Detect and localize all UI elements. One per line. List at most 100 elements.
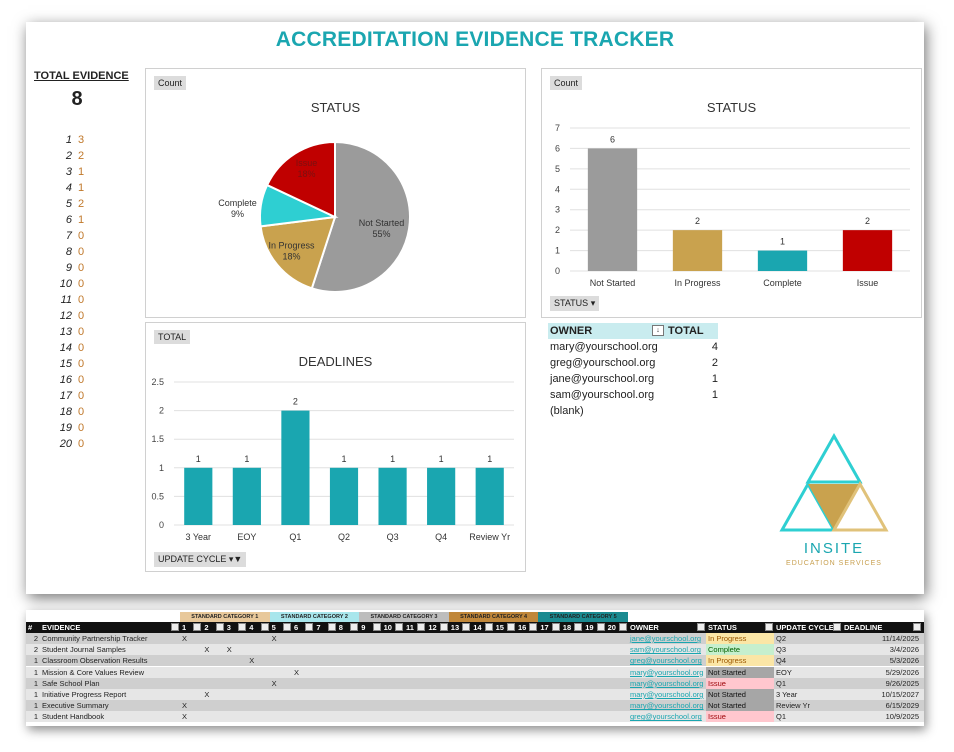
deadline-bar[interactable] [281,410,310,525]
filter-dropdown-icon[interactable] [462,623,471,631]
column-header[interactable]: 4 [247,622,269,633]
filter-dropdown-icon[interactable] [238,623,247,631]
status-filter-button[interactable]: STATUS ▾ [550,296,600,311]
filter-dropdown-icon[interactable] [529,623,538,631]
column-header[interactable]: 8 [337,622,359,633]
column-header[interactable]: 7 [314,622,336,633]
filter-dropdown-icon[interactable] [913,623,921,631]
category-count: 0 [78,358,85,370]
deadline-total-field-button[interactable]: TOTAL [154,330,191,344]
column-header[interactable]: 9 [359,622,381,633]
total-evidence-value: 8 [71,88,83,110]
column-header[interactable]: DEADLINE [842,622,922,633]
category-count: 1 [78,214,85,226]
deadline-bar[interactable] [427,467,456,525]
filter-dropdown-icon[interactable] [484,623,493,631]
deadline-bar[interactable] [378,467,407,525]
filter-dropdown-icon[interactable] [372,623,381,631]
sort-filter-icon[interactable]: ↓ [652,325,664,336]
column-header[interactable]: 16 [516,622,538,633]
column-header-label: # [28,623,33,632]
filter-dropdown-icon[interactable] [833,623,841,631]
bar-count-field-button[interactable]: Count [550,76,583,90]
column-header[interactable]: 20 [606,622,628,633]
filter-dropdown-icon[interactable] [327,623,336,631]
column-header[interactable]: 14 [471,622,493,633]
pie-slice[interactable] [310,140,411,293]
column-header[interactable]: 11 [404,622,426,633]
deadline-bar[interactable] [475,467,504,525]
status-pie-chart[interactable]: Count STATUS Not Started 55% In Progress 18… [145,68,526,318]
column-header[interactable]: # [26,622,40,633]
column-header[interactable]: OWNER [628,622,706,633]
update-cycle-filter-button[interactable]: UPDATE CYCLE ▾▼ [154,552,247,567]
filter-dropdown-icon[interactable] [439,623,448,631]
status-bar-chart[interactable]: Count STATUS 0 1 2 3 4 5 6 7 6 Not Started 2 In Pro… [541,68,922,318]
column-header[interactable]: 5 [270,622,292,633]
column-header[interactable]: UPDATE CYCLE [774,622,842,633]
column-header[interactable]: 18 [561,622,583,633]
category-count-row: 20 0 [56,436,96,452]
deadlines-bar-chart[interactable]: TOTAL DEADLINES 0 0.5 1 1.5 2 2.5 1 3 Year 1 EOY 2… [145,322,526,572]
column-header[interactable]: 17 [538,622,560,633]
filter-dropdown-icon[interactable] [596,623,605,631]
filter-dropdown-icon[interactable] [697,623,705,631]
column-header[interactable]: 3 [225,622,247,633]
filter-dropdown-icon[interactable] [215,623,224,631]
pie-percent-label: 55% [372,229,390,239]
column-header[interactable]: STATUS [706,622,774,633]
column-header[interactable]: 6 [292,622,314,633]
filter-dropdown-icon[interactable] [394,623,403,631]
category-number: 1 [65,134,72,146]
category-count: 1 [78,166,85,178]
y-tick-label: 1 [159,463,164,473]
y-tick-label: 2 [159,406,164,416]
category-count-row: 12 0 [56,308,96,324]
filter-dropdown-icon[interactable] [417,623,426,631]
column-header[interactable]: 10 [382,622,404,633]
category-number: 18 [59,406,72,418]
deadline-bar[interactable] [329,467,359,525]
deadline-bar[interactable] [232,467,261,525]
owner-link: mary@yourschool.org [630,690,704,699]
pie-slice[interactable] [265,140,336,219]
filter-dropdown-icon[interactable] [282,623,291,631]
filter-dropdown-icon[interactable] [765,623,773,631]
status-bar[interactable] [672,230,723,271]
filter-dropdown-icon[interactable] [551,623,560,631]
filter-dropdown-icon[interactable] [171,623,179,631]
filter-dropdown-icon[interactable] [350,623,359,631]
column-header[interactable]: 12 [426,622,448,633]
column-header[interactable]: EVIDENCE [40,622,180,633]
column-header[interactable]: 15 [494,622,516,633]
column-header[interactable]: 13 [449,622,471,633]
column-header[interactable]: 19 [583,622,605,633]
filter-dropdown-icon[interactable] [305,623,314,631]
filter-dropdown-icon[interactable] [260,623,269,631]
filter-dropdown-icon[interactable] [193,623,202,631]
pie-slice[interactable] [259,215,337,290]
status-bar[interactable] [757,250,808,271]
filter-dropdown-icon[interactable] [506,623,515,631]
status-bar[interactable] [842,230,893,271]
pie-count-field-button[interactable]: Count [154,76,187,90]
filter-dropdown-icon[interactable] [618,623,627,631]
column-header-label: 12 [428,623,437,632]
column-header[interactable]: 1 [180,622,202,633]
x-tick-label: EOY [237,532,256,542]
column-header[interactable]: 2 [202,622,224,633]
status-cell: Issue [706,677,774,689]
category-number: 7 [65,230,72,242]
status-bar[interactable] [587,148,638,271]
deadline-bar[interactable] [184,467,213,525]
filter-dropdown-icon[interactable] [574,623,583,631]
